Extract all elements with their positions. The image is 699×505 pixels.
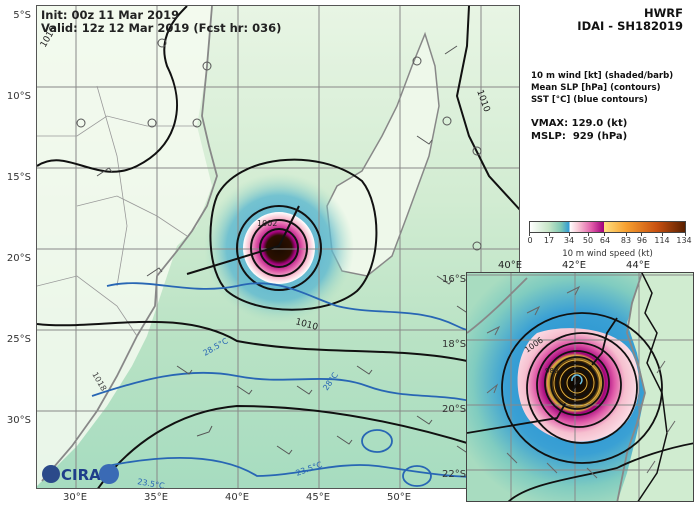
inset-lon-label-42e: 42°E <box>561 260 587 271</box>
inset-lat-label-16s: 16°S <box>442 274 467 285</box>
colorbar-tick: 114 <box>654 236 670 245</box>
legend-slp: Mean SLP [hPa] (contours) <box>531 83 661 93</box>
inset-zoom-map[interactable]: 1006 980 <box>466 272 694 502</box>
colorbar-tick: 134 <box>676 236 692 245</box>
inset-lon-label-44e: 44°E <box>625 260 651 271</box>
legend-wind: 10 m wind [kt] (shaded/barb) <box>531 71 674 81</box>
lat-label-30s: 30°S <box>6 415 31 426</box>
colorbar-tick: 50 <box>582 236 594 245</box>
storm-id: IDAI - SH182019 <box>577 19 683 33</box>
colorbar-tick: 96 <box>636 236 648 245</box>
inset-lat-label-20s: 20°S <box>442 404 467 415</box>
inset-lat-label-22s: 22°S <box>442 469 467 480</box>
colorbar-tick: 34 <box>563 236 575 245</box>
inset-lon-label-40e: 40°E <box>497 260 523 271</box>
legend-sst: SST [°C] (blue contours) <box>531 95 648 105</box>
svg-text:CIRA: CIRA <box>61 466 101 484</box>
main-map[interactable]: 1010 1010 1002 1010 1018 28.5°C 28°C 23.… <box>36 5 520 489</box>
cira-logo: CIRA <box>42 464 119 484</box>
lon-label-50e: 50°E <box>386 492 412 503</box>
lon-label-35e: 35°E <box>143 492 169 503</box>
valid-time: Valid: 12z 12 Mar 2019 (Fcst hr: 036) <box>41 21 282 35</box>
wind-colorbar <box>529 221 686 233</box>
init-time: Init: 00z 11 Mar 2019 <box>41 8 180 22</box>
lon-label-30e: 30°E <box>62 492 88 503</box>
model-name: HWRF <box>643 6 683 20</box>
colorbar-tick: 0 <box>527 236 533 245</box>
colorbar-title: 10 m wind speed (kt) <box>562 249 653 259</box>
lat-label-20s: 20°S <box>6 253 31 264</box>
colorbar-tick: 17 <box>543 236 555 245</box>
vmax-value: VMAX: 129.0 (kt) <box>531 118 628 129</box>
lon-label-45e: 45°E <box>305 492 331 503</box>
slp-label: 1002 <box>257 219 277 228</box>
lat-label-25s: 25°S <box>6 334 31 345</box>
colorbar-tick: 83 <box>620 236 632 245</box>
colorbar-tick: 64 <box>599 236 611 245</box>
lon-label-40e: 40°E <box>224 492 250 503</box>
lat-label-15s: 15°S <box>6 172 31 183</box>
lat-label-5s: 5°S <box>13 10 31 21</box>
sst-label: 23.5°C <box>137 477 166 489</box>
lat-label-10s: 10°S <box>6 91 31 102</box>
inset-lat-label-18s: 18°S <box>442 339 467 350</box>
mslp-value: MSLP: 929 (hPa) <box>531 131 628 142</box>
inset-slp-label: 980 <box>545 367 558 375</box>
